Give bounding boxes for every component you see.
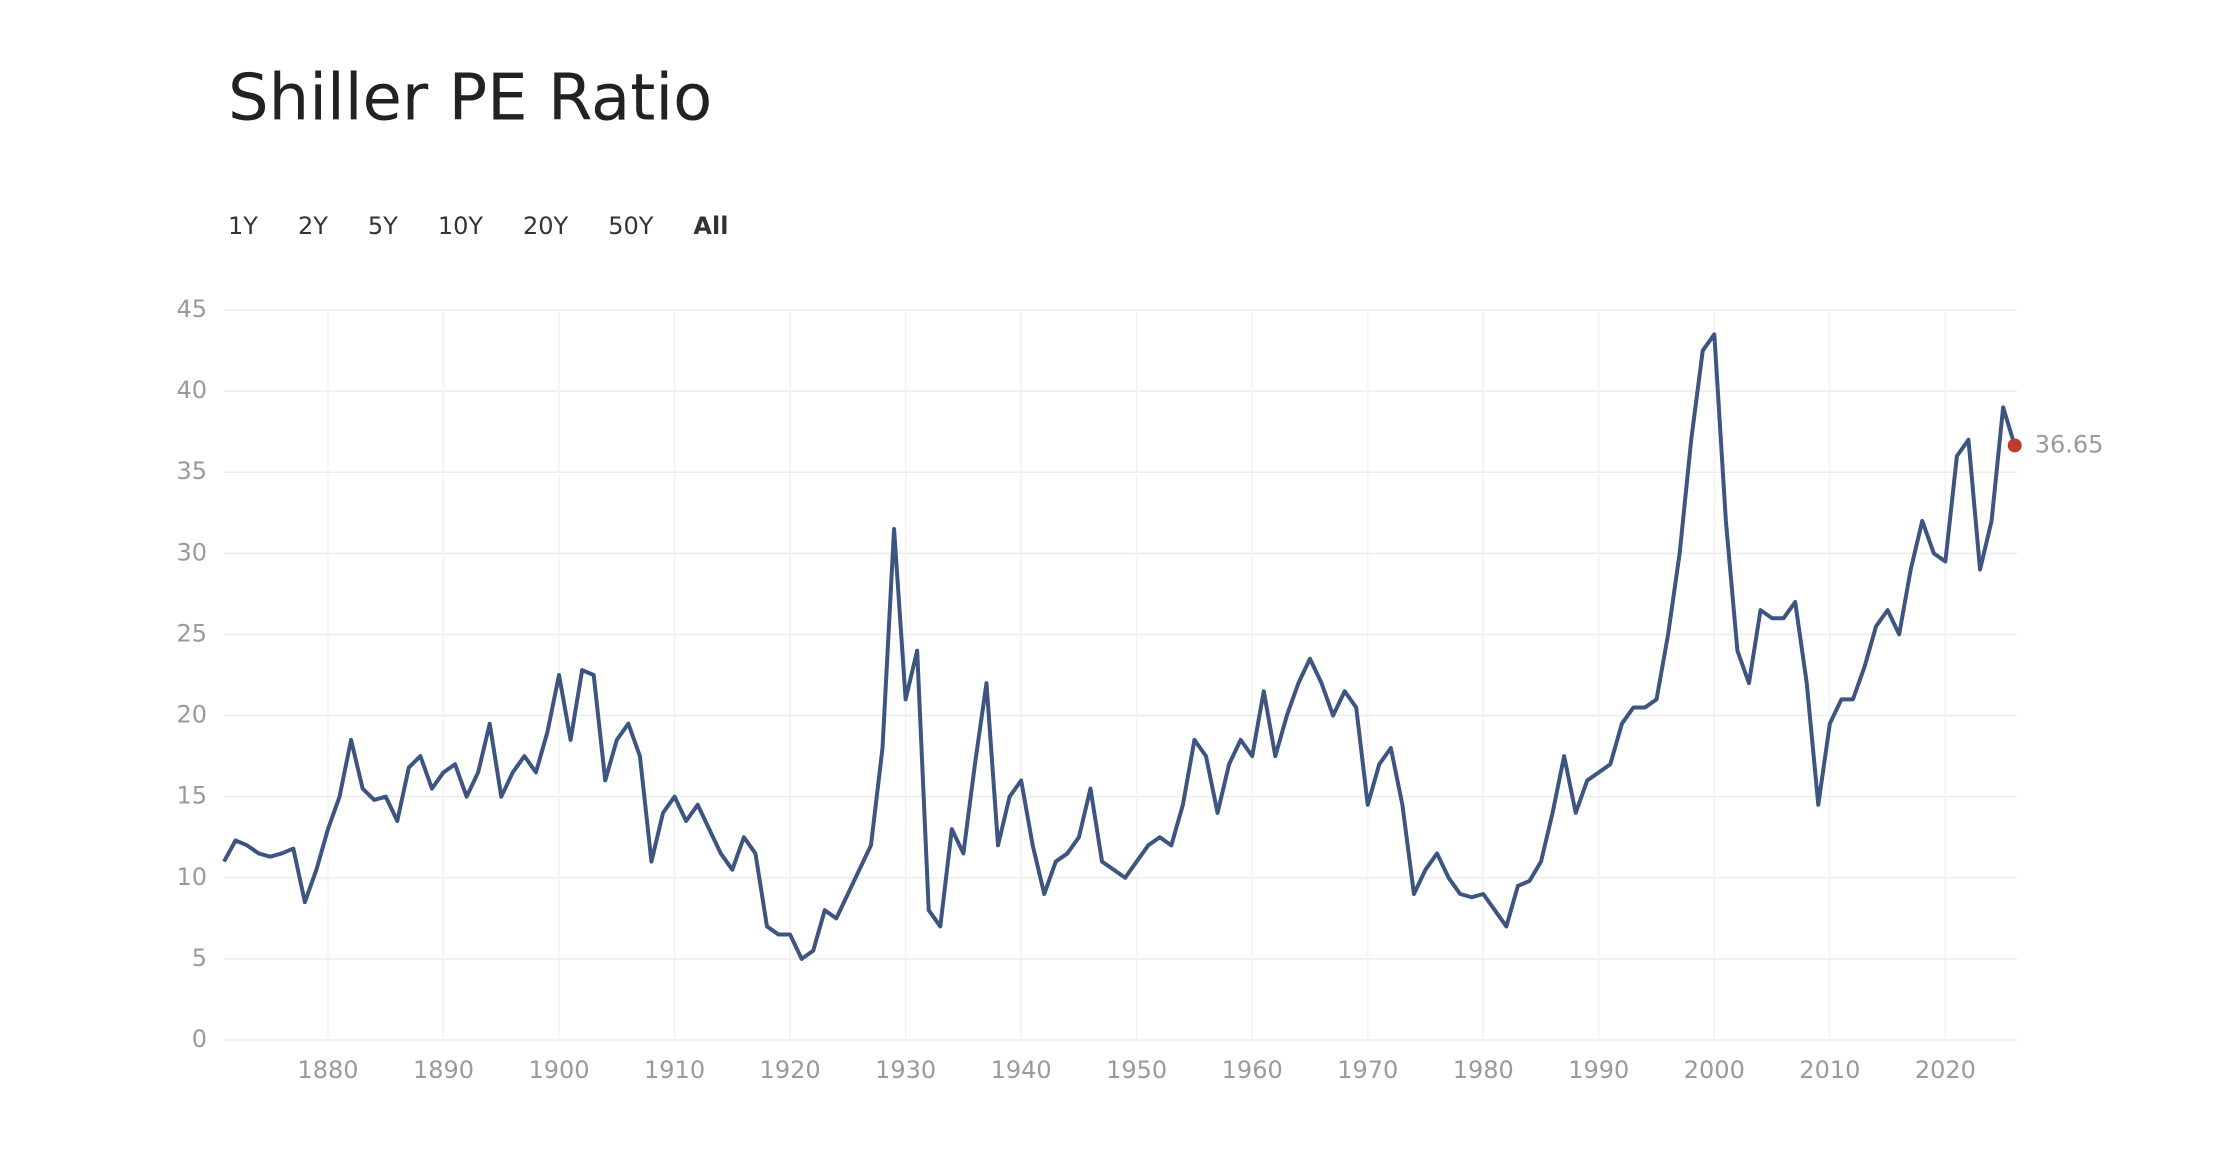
range-button[interactable]: 20Y (523, 212, 569, 240)
x-tick-label: 1880 (297, 1056, 358, 1084)
x-tick-label: 1920 (760, 1056, 821, 1084)
y-tick-label: 25 (176, 619, 207, 647)
series-line (222, 332, 2017, 961)
y-tick-label: 15 (176, 782, 207, 810)
end-value-label: 36.65 (2035, 430, 2104, 458)
range-button[interactable]: 1Y (228, 212, 258, 240)
y-tick-label: 10 (176, 863, 207, 891)
x-tick-label: 1940 (991, 1056, 1052, 1084)
x-tick-label: 2020 (1915, 1056, 1976, 1084)
y-tick-label: 5 (192, 944, 207, 972)
x-tick-label: 1910 (644, 1056, 705, 1084)
y-tick-label: 30 (176, 538, 207, 566)
x-tick-label: 2010 (1799, 1056, 1860, 1084)
x-tick-label: 1900 (528, 1056, 589, 1084)
y-tick-label: 20 (176, 701, 207, 729)
y-tick-label: 40 (176, 376, 207, 404)
range-button[interactable]: 2Y (298, 212, 328, 240)
chart-title: Shiller PE Ratio (228, 62, 712, 136)
range-button[interactable]: 50Y (608, 212, 654, 240)
end-marker (2007, 438, 2022, 453)
x-tick-label: 1980 (1453, 1056, 1514, 1084)
x-tick-label: 1930 (875, 1056, 936, 1084)
x-tick-label: 1990 (1568, 1056, 1629, 1084)
x-tick-label: 1970 (1337, 1056, 1398, 1084)
range-button[interactable]: All (693, 212, 728, 240)
x-tick-label: 1950 (1106, 1056, 1167, 1084)
y-tick-label: 35 (176, 457, 207, 485)
range-button[interactable]: 5Y (368, 212, 398, 240)
x-tick-label: 2000 (1684, 1056, 1745, 1084)
y-tick-label: 45 (176, 295, 207, 323)
x-tick-label: 1890 (413, 1056, 474, 1084)
y-tick-label: 0 (192, 1025, 207, 1053)
range-button[interactable]: 10Y (438, 212, 484, 240)
x-tick-label: 1960 (1222, 1056, 1283, 1084)
